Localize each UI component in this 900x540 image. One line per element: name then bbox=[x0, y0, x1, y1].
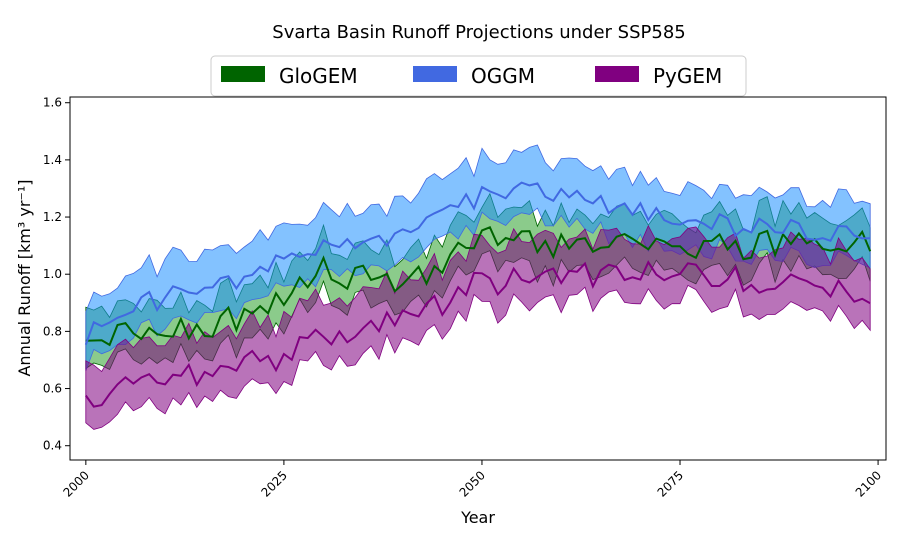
x-axis: 2000 2025 2050 2075 2100 bbox=[60, 460, 884, 500]
y-tick-label: 0.6 bbox=[43, 382, 62, 396]
line-glogem bbox=[85, 226, 872, 347]
y-tick-label: 1.6 bbox=[43, 96, 62, 110]
legend-swatch-oggm bbox=[413, 66, 457, 82]
legend-swatch-pygem bbox=[595, 66, 639, 82]
y-tick-label: 0.4 bbox=[43, 439, 62, 453]
x-tick-label: 2000 bbox=[60, 468, 91, 499]
x-tick-label: 2025 bbox=[259, 468, 290, 499]
x-tick-label: 2075 bbox=[655, 468, 686, 499]
legend-label-pygem: PyGEM bbox=[653, 64, 722, 88]
plot-frame bbox=[69, 96, 887, 461]
x-axis-label: Year bbox=[460, 508, 495, 527]
legend-label-oggm: OGGM bbox=[471, 64, 535, 88]
line-layer bbox=[84, 181, 872, 408]
y-axis-label: Annual Runoff [km³ yr⁻¹] bbox=[15, 179, 34, 376]
y-tick-label: 1.2 bbox=[43, 210, 62, 224]
y-tick-label: 0.8 bbox=[43, 324, 62, 338]
line-oggm bbox=[84, 181, 871, 346]
x-tick-label: 2050 bbox=[457, 468, 488, 499]
band-oggm bbox=[85, 144, 871, 372]
x-tick-label: 2100 bbox=[853, 468, 884, 499]
y-axis: 0.4 0.6 0.8 1.0 1.2 1.4 1.6 bbox=[43, 96, 70, 453]
legend-label-glogem: GloGEM bbox=[279, 64, 358, 88]
legend: GloGEM OGGM PyGEM bbox=[210, 55, 747, 97]
y-tick-label: 1.0 bbox=[43, 267, 62, 281]
plot-area bbox=[84, 144, 872, 430]
legend-swatch-glogem bbox=[221, 66, 265, 82]
y-tick-label: 1.4 bbox=[43, 153, 62, 167]
chart-title: Svarta Basin Runoff Projections under SS… bbox=[272, 22, 685, 43]
line-pygem bbox=[84, 260, 871, 408]
